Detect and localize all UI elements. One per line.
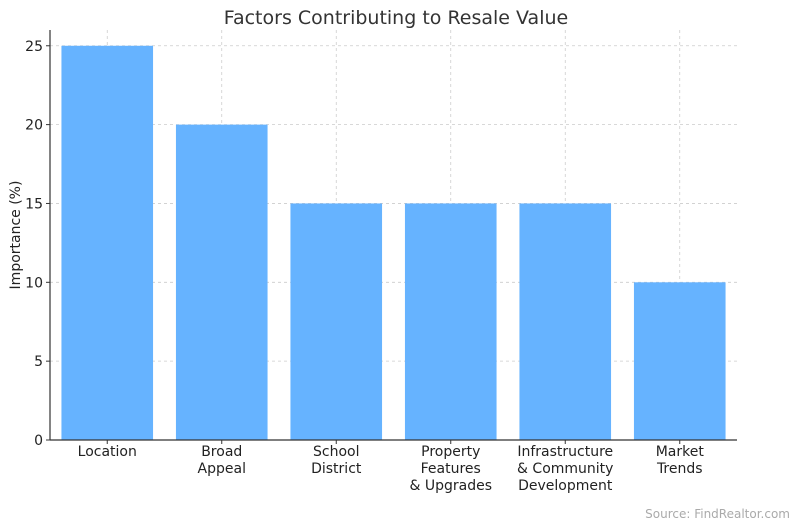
- bar: [404, 203, 497, 440]
- bar: [633, 282, 726, 440]
- y-tick-label: 5: [34, 354, 43, 370]
- y-tick-label: 0: [34, 433, 43, 449]
- y-tick-label: 20: [25, 118, 43, 134]
- x-tick-label: Market Trends: [656, 444, 705, 477]
- y-ticks: 0 5 10 15 20 25: [25, 39, 50, 449]
- y-tick-label: 15: [25, 196, 43, 212]
- chart-title: Factors Contributing to Resale Value: [224, 7, 568, 29]
- y-tick-label: 10: [25, 275, 43, 291]
- x-tick-label: Location: [78, 444, 137, 460]
- y-axis-label: Importance (%): [8, 181, 24, 290]
- x-tick-label: Broad Appeal: [198, 444, 246, 477]
- bar: [175, 124, 268, 440]
- y-tick-label: 25: [25, 39, 43, 55]
- source-note: Source: FindRealtor.com: [645, 507, 790, 521]
- bar: [61, 45, 154, 441]
- x-tick-label: School District: [311, 444, 362, 477]
- bar: [519, 203, 612, 440]
- x-tick-label: Infrastructure & Community Development: [517, 444, 613, 494]
- x-tick-label: Property Features & Upgrades: [409, 444, 492, 494]
- axes: [49, 30, 737, 441]
- x-ticks: Location Broad Appeal School District Propert…: [78, 440, 705, 494]
- bars: [61, 45, 726, 441]
- bar: [290, 203, 383, 440]
